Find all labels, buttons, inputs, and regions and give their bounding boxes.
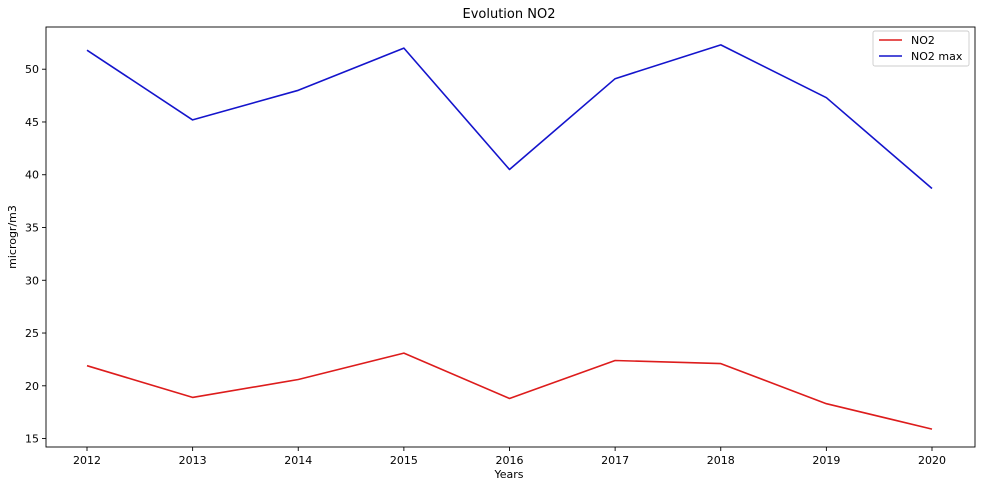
x-tick-label: 2019 [812,454,840,467]
x-tick-label: 2015 [390,454,418,467]
legend-label-0: NO2 [911,34,935,47]
x-axis-label: Years [493,468,523,481]
y-tick-label: 50 [25,63,39,76]
y-tick-label: 15 [25,433,39,446]
x-tick-label: 2014 [284,454,312,467]
y-tick-label: 20 [25,380,39,393]
legend: NO2 NO2 max [872,30,970,67]
y-tick-label: 35 [25,222,39,235]
x-tick-label: 2020 [918,454,946,467]
series-line-1 [86,44,933,190]
chart-title: Evolution NO2 [463,7,556,22]
y-tick-label: 40 [25,169,39,182]
y-tick-label: 45 [25,116,39,129]
x-tick-label: 2018 [707,454,735,467]
x-tick-label: 2017 [601,454,629,467]
x-tick-label: 2012 [73,454,101,467]
y-tick-label: 25 [25,327,39,340]
x-tick-label: 2016 [496,454,524,467]
y-tick-label: 30 [25,274,39,287]
y-axis-label: microgr/m3 [6,205,19,269]
series-line-0 [86,352,933,430]
x-tick-label: 2013 [179,454,207,467]
plot-area: 2012 2013 2014 2015 2016 2017 2018 2019 2020 15 20… [25,26,976,467]
legend-label-1: NO2 max [911,50,963,63]
plot-frame [45,26,976,448]
